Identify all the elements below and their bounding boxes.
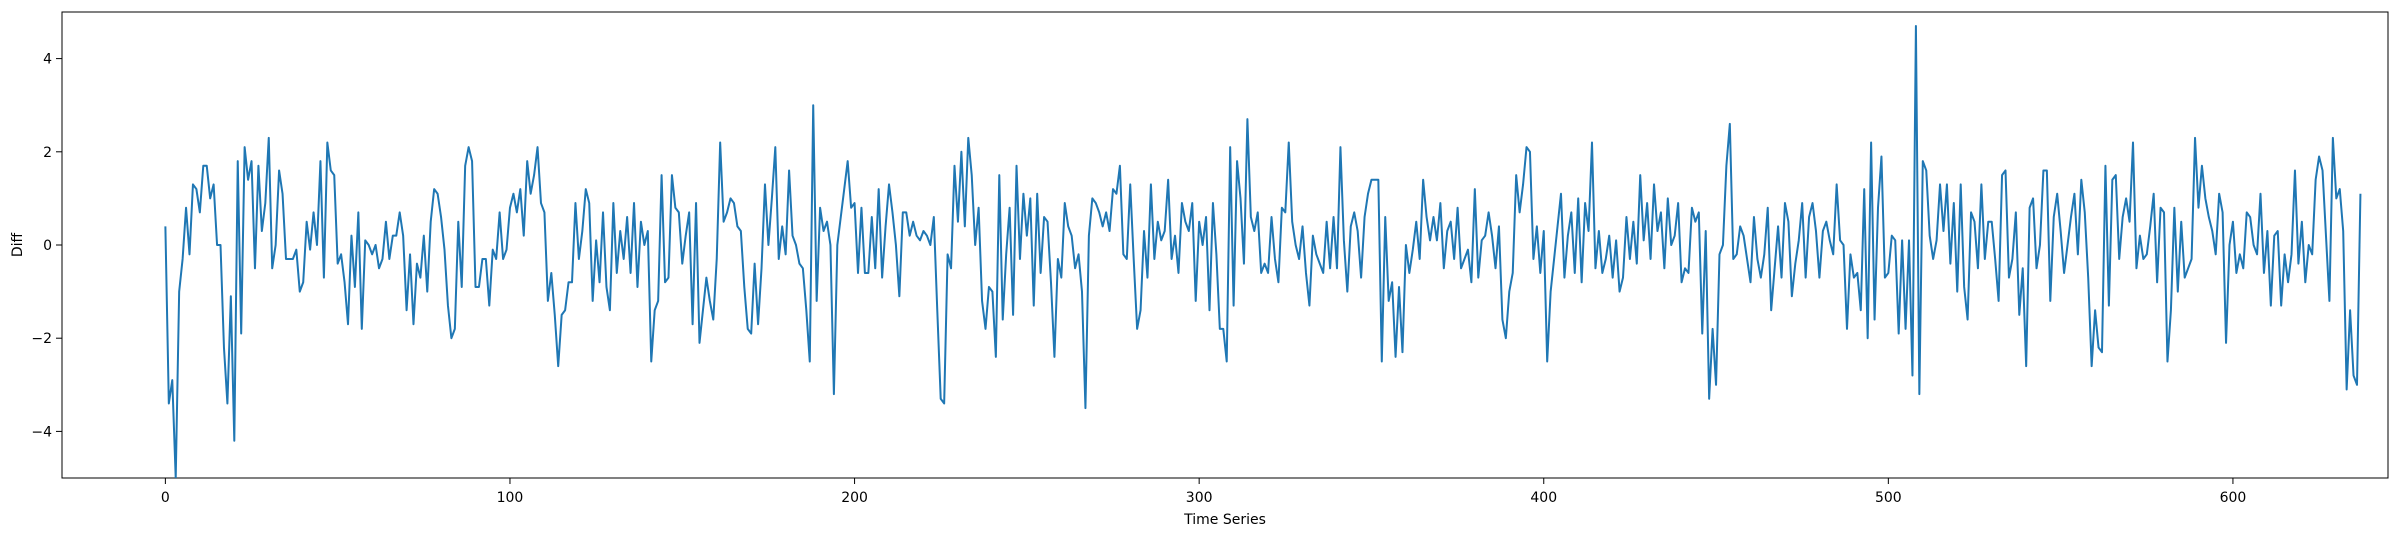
x-tick-label: 100 bbox=[497, 490, 524, 506]
y-tick-label: −2 bbox=[31, 331, 52, 347]
y-axis-ticks: −4 −2 0 2 4 bbox=[31, 52, 62, 440]
series-line bbox=[164, 24, 2362, 478]
y-tick-label: 4 bbox=[43, 52, 52, 68]
y-tick-label: 2 bbox=[43, 145, 52, 161]
y-tick-label: 0 bbox=[43, 238, 52, 254]
x-tick-label: 500 bbox=[1875, 490, 1902, 506]
x-tick-label: 200 bbox=[841, 490, 868, 506]
x-axis-ticks: 0 100 200 300 400 500 600 bbox=[161, 478, 2246, 506]
x-tick-label: 300 bbox=[1186, 490, 1213, 506]
x-axis-label: Time Series bbox=[1183, 512, 1266, 528]
y-axis-label: Diff bbox=[10, 232, 26, 257]
x-tick-label: 0 bbox=[161, 490, 170, 506]
x-tick-label: 600 bbox=[2220, 490, 2247, 506]
y-tick-label: −4 bbox=[31, 424, 52, 440]
x-tick-label: 400 bbox=[1530, 490, 1557, 506]
